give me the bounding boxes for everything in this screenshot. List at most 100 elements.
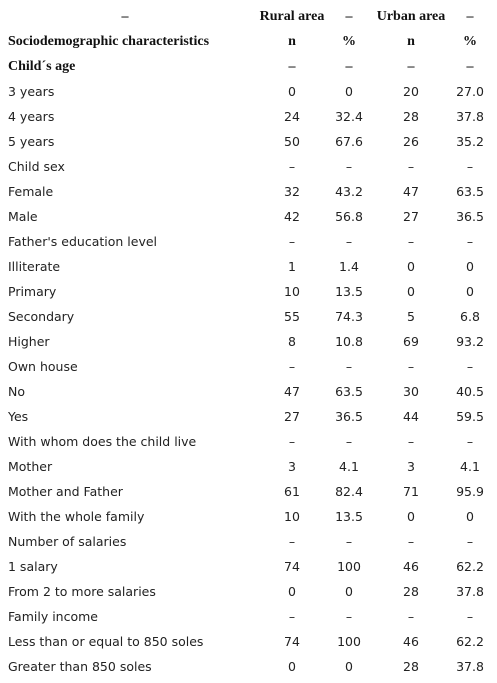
cell-value: 67.6 <box>335 134 363 149</box>
cell-value: 100 <box>337 559 361 574</box>
cell-value: – <box>345 9 353 24</box>
cell-value: 47 <box>403 184 419 199</box>
cell-value: 62.2 <box>456 559 484 574</box>
row-label: Higher <box>8 334 50 349</box>
row-label: – <box>121 9 129 24</box>
row-label: Sociodemographic characteristics <box>8 34 210 49</box>
cell-value: 0 <box>407 284 415 299</box>
row-label: 5 years <box>8 134 55 149</box>
cell-value: 0 <box>407 509 415 524</box>
cell-value: 0 <box>288 659 296 674</box>
row-label: Secondary <box>8 309 75 324</box>
cell-value: 27.0 <box>456 84 484 99</box>
cell-value: 26 <box>403 134 419 149</box>
cell-value: 35.2 <box>456 134 484 149</box>
row-label: Child sex <box>8 159 65 174</box>
cell-value: 28 <box>403 584 419 599</box>
cell-value: n <box>407 34 415 49</box>
cell-value: 74 <box>284 559 300 574</box>
cell-value: – <box>407 234 415 249</box>
cell-value: – <box>466 9 474 24</box>
cell-value: 59.5 <box>456 409 484 424</box>
cell-value: 74.3 <box>335 309 363 324</box>
cell-value: 13.5 <box>335 284 363 299</box>
row-label: Family income <box>8 609 98 624</box>
cell-value: – <box>288 434 296 449</box>
row-label: Illiterate <box>8 259 61 274</box>
cell-value: 40.5 <box>456 384 484 399</box>
row-label: Primary <box>8 284 57 299</box>
row-label: With whom does the child live <box>8 434 197 449</box>
cell-value: 37.8 <box>456 659 484 674</box>
cell-value: 74 <box>284 634 300 649</box>
cell-value: 20 <box>403 84 419 99</box>
cell-value: 82.4 <box>335 484 363 499</box>
cell-value: 0 <box>345 584 353 599</box>
cell-value: 37.8 <box>456 109 484 124</box>
cell-value: 43.2 <box>335 184 363 199</box>
cell-value: – <box>466 534 474 549</box>
cell-value: 27 <box>284 409 300 424</box>
row-label: No <box>8 384 25 399</box>
cell-value: 63.5 <box>335 384 363 399</box>
row-label: Male <box>8 209 38 224</box>
row-label: Yes <box>8 409 29 424</box>
cell-value: 46 <box>403 634 419 649</box>
cell-value: 27 <box>403 209 419 224</box>
cell-value: 44 <box>403 409 419 424</box>
cell-value: – <box>466 59 474 74</box>
cell-value: – <box>345 534 353 549</box>
cell-value: 10 <box>284 509 300 524</box>
cell-value: 8 <box>288 334 296 349</box>
cell-value: – <box>407 434 415 449</box>
cell-value: 28 <box>403 659 419 674</box>
cell-value: – <box>345 234 353 249</box>
row-label: 4 years <box>8 109 55 124</box>
row-label: Child´s age <box>8 59 76 74</box>
cell-value: n <box>288 34 296 49</box>
cell-value: – <box>407 609 415 624</box>
cell-value: 0 <box>288 84 296 99</box>
row-label: Own house <box>8 359 78 374</box>
cell-value: 37.8 <box>456 584 484 599</box>
cell-value: 0 <box>466 259 474 274</box>
cell-value: % <box>463 34 477 49</box>
cell-value: – <box>345 159 353 174</box>
cell-value: 0 <box>466 284 474 299</box>
row-label: Mother <box>8 459 53 474</box>
cell-value: – <box>466 359 474 374</box>
cell-value: % <box>342 34 356 49</box>
cell-value: 50 <box>284 134 300 149</box>
cell-value: – <box>345 359 353 374</box>
cell-value: – <box>466 234 474 249</box>
row-label: Number of salaries <box>8 534 127 549</box>
cell-value: 6.8 <box>460 309 480 324</box>
cell-value: 0 <box>345 659 353 674</box>
cell-value: – <box>407 59 415 74</box>
cell-value: 55 <box>284 309 300 324</box>
cell-value: – <box>288 234 296 249</box>
cell-value: – <box>288 609 296 624</box>
cell-value: 28 <box>403 109 419 124</box>
cell-value: 100 <box>337 634 361 649</box>
cell-value: 5 <box>407 309 415 324</box>
cell-value: – <box>288 359 296 374</box>
row-label: Greater than 850 soles <box>8 659 152 674</box>
cell-value: – <box>288 59 296 74</box>
cell-value: 30 <box>403 384 419 399</box>
cell-value: 56.8 <box>335 209 363 224</box>
row-label: Father's education level <box>8 234 157 249</box>
cell-value: 47 <box>284 384 300 399</box>
row-label: From 2 to more salaries <box>8 584 156 599</box>
cell-value: 24 <box>284 109 300 124</box>
cell-value: 13.5 <box>335 509 363 524</box>
cell-value: 61 <box>284 484 300 499</box>
row-label: With the whole family <box>8 509 145 524</box>
row-label: 3 years <box>8 84 55 99</box>
cell-value: – <box>345 59 353 74</box>
cell-value: 1 <box>288 259 296 274</box>
cell-value: – <box>407 534 415 549</box>
cell-value: 69 <box>403 334 419 349</box>
cell-value: 10 <box>284 284 300 299</box>
